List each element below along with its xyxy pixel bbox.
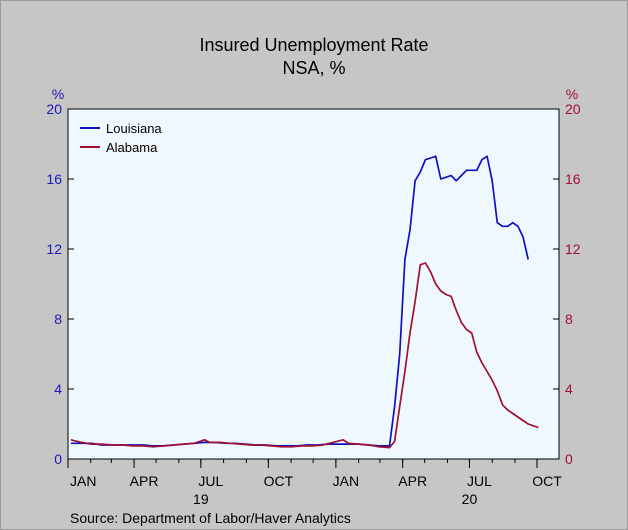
legend-label-alabama: Alabama: [106, 140, 158, 155]
x-tick-label: OCT: [264, 473, 294, 489]
year-label: 19: [193, 491, 209, 507]
legend: Louisiana Alabama: [80, 121, 162, 155]
legend-label-louisiana: Louisiana: [106, 121, 162, 136]
series-layer: [70, 155, 539, 449]
right-tick-label: 12: [565, 241, 581, 257]
x-tick-label: APR: [398, 473, 427, 489]
x-tick-label: JUL: [467, 473, 492, 489]
left-tick-label: 8: [54, 311, 62, 327]
left-tick-label: 12: [46, 241, 62, 257]
series-line-alabama: [70, 262, 539, 449]
x-tick-label: JAN: [70, 473, 96, 489]
right-tick-label: 4: [565, 381, 573, 397]
right-axis: 0 4 8 12 16 20: [553, 101, 581, 467]
left-tick-label: 4: [54, 381, 62, 397]
left-axis-unit: %: [52, 86, 64, 102]
x-tick-label: OCT: [532, 473, 562, 489]
right-axis-unit: %: [566, 86, 578, 102]
x-tick-label: JAN: [333, 473, 359, 489]
right-tick-label: 8: [565, 311, 573, 327]
x-tick-label: APR: [130, 473, 159, 489]
chart-title: Insured Unemployment Rate: [199, 35, 428, 55]
source-note: Source: Department of Labor/Haver Analyt…: [70, 510, 351, 526]
plot-area: [67, 108, 560, 460]
chart-subtitle: NSA, %: [282, 58, 345, 78]
right-tick-label: 16: [565, 171, 581, 187]
right-tick-label: 20: [565, 101, 581, 117]
year-label: 20: [462, 491, 478, 507]
left-tick-label: 16: [46, 171, 62, 187]
left-tick-label: 0: [54, 451, 62, 467]
x-axis: JAN APR JUL OCT JAN APR JUL OCT 19 20: [67, 459, 562, 507]
x-tick-label: JUL: [198, 473, 223, 489]
left-tick-label: 20: [46, 101, 62, 117]
left-axis: 0 4 8 12 16 20: [46, 101, 74, 467]
right-tick-label: 0: [565, 451, 573, 467]
